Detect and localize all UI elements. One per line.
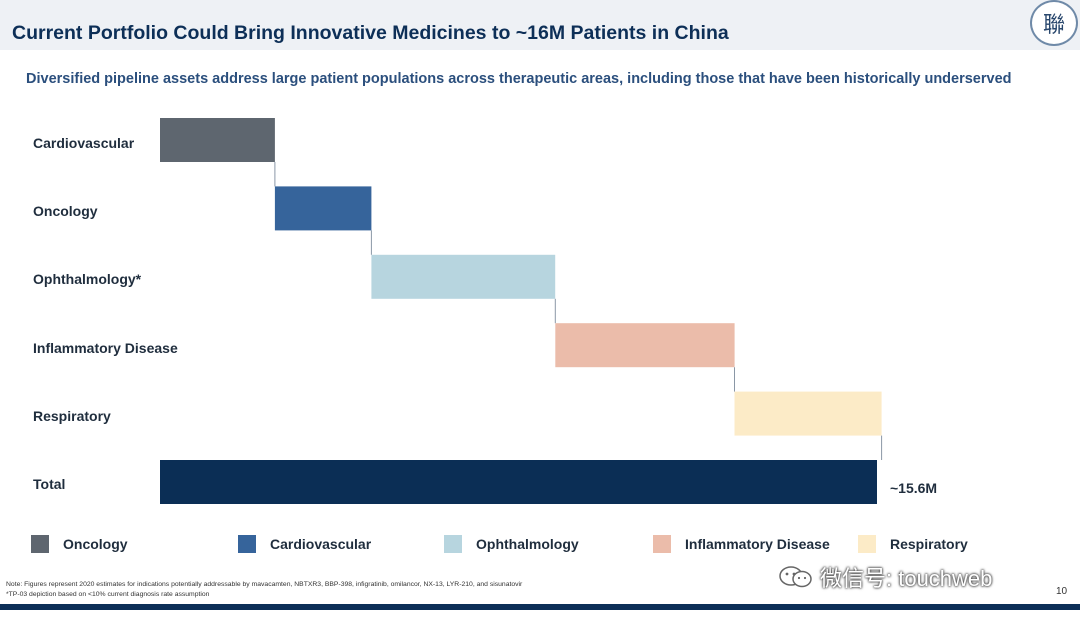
bar-respiratory	[734, 391, 882, 436]
category-label-cardiovascular: Cardiovascular	[33, 135, 135, 151]
footer-bar	[0, 604, 1080, 610]
category-label-oncology: Oncology	[33, 203, 98, 219]
category-label-respiratory: Respiratory	[33, 408, 111, 424]
company-logo: 聯	[1030, 0, 1078, 46]
legend-swatch-respiratory	[858, 535, 876, 553]
legend-swatch-cardiovascular	[238, 535, 256, 553]
category-label-total: Total	[33, 476, 66, 492]
footnote-sources: Note: Figures represent 2020 estimates f…	[6, 581, 523, 588]
category-label-inflammatory-disease: Inflammatory Disease	[33, 340, 178, 356]
legend-item-inflammatory-disease: Inflammatory Disease	[653, 535, 830, 553]
page-title: Current Portfolio Could Bring Innovative…	[12, 22, 729, 44]
bar-oncology	[274, 186, 372, 231]
watermark-text: 微信号: touchweb	[820, 566, 993, 591]
bar-inflammatory-disease	[555, 323, 735, 368]
legend-item-cardiovascular: Cardiovascular	[238, 535, 371, 553]
wechat-watermark: 微信号: touchweb	[778, 561, 992, 593]
bar-ophthalmology	[371, 254, 556, 299]
legend-item-respiratory: Respiratory	[858, 535, 968, 553]
legend-swatch-ophthalmology	[444, 535, 462, 553]
wechat-icon	[778, 565, 814, 589]
legend-label-ophthalmology: Ophthalmology	[476, 536, 579, 552]
footnote-tp03: *TP-03 depiction based on <10% current d…	[6, 591, 210, 598]
category-label-ophthalmology: Ophthalmology*	[33, 271, 142, 287]
legend-label-respiratory: Respiratory	[890, 536, 968, 552]
legend-label-inflammatory-disease: Inflammatory Disease	[685, 536, 830, 552]
legend-item-oncology: Oncology	[31, 535, 128, 553]
bar-cardiovascular	[160, 118, 275, 162]
legend-swatch-oncology	[31, 535, 49, 553]
legend-item-ophthalmology: Ophthalmology	[444, 535, 579, 553]
total-value-label: ~15.6M	[890, 480, 938, 496]
bar-total	[160, 460, 877, 504]
header-band	[0, 0, 1080, 50]
page-number: 10	[1056, 586, 1068, 597]
legend-label-cardiovascular: Cardiovascular	[270, 536, 372, 552]
legend-swatch-inflammatory-disease	[653, 535, 671, 553]
legend-label-oncology: Oncology	[63, 536, 128, 552]
page-subtitle: Diversified pipeline assets address larg…	[26, 71, 1012, 87]
